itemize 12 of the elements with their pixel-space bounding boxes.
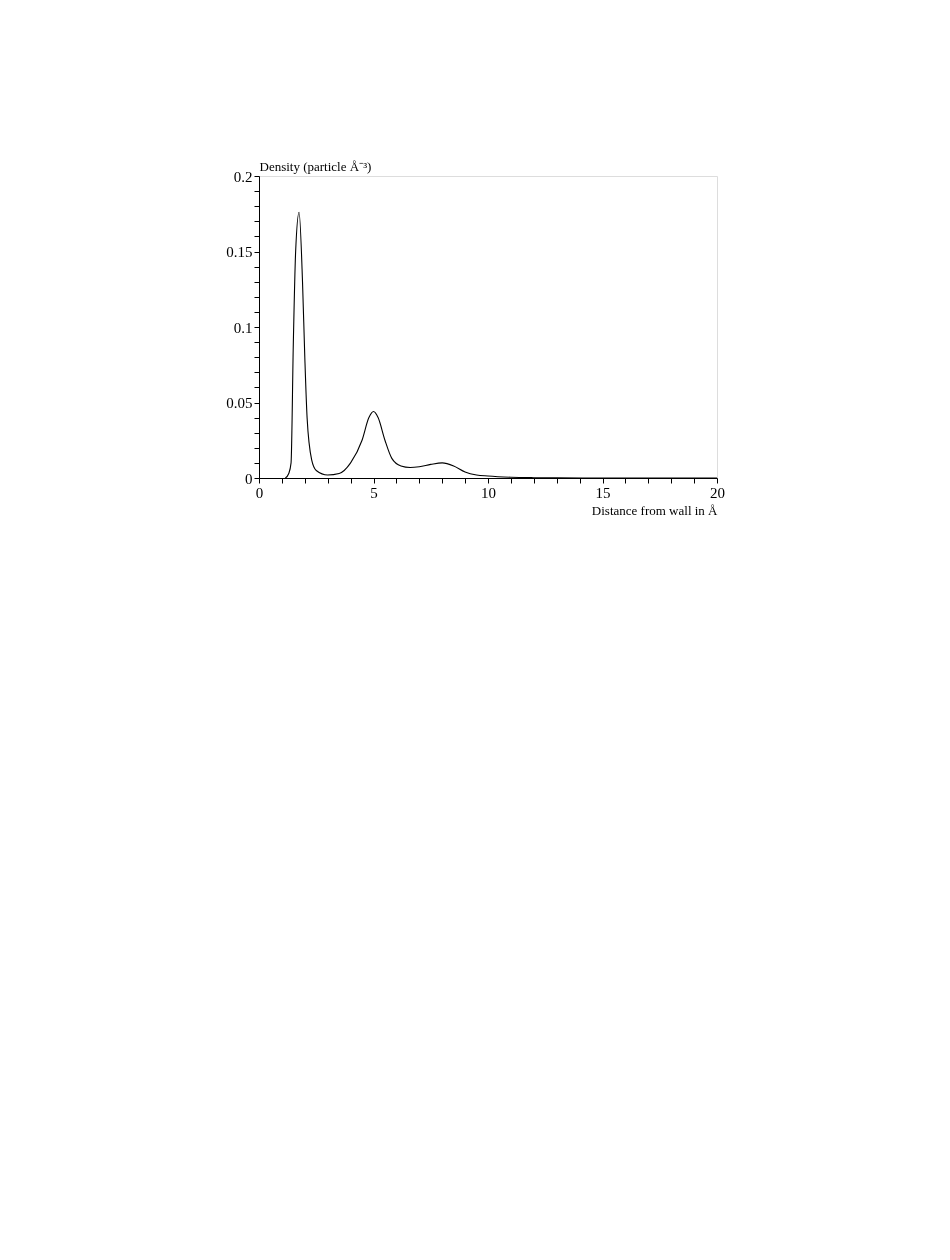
y-tick-label: 0.15 xyxy=(226,244,253,260)
y-tick-label: 0.2 xyxy=(233,168,253,185)
x-tick-label: 20 xyxy=(710,484,725,501)
y-axis-title: Density (particle Å⁻³) xyxy=(259,158,372,174)
x-tick-label: 10 xyxy=(481,484,496,501)
y-tick-label: 0.05 xyxy=(226,395,253,411)
y-tick-label: 0.1 xyxy=(233,319,253,336)
x-tick-label: 5 xyxy=(370,484,378,501)
x-axis-title: Distance from wall in Å xyxy=(591,502,719,518)
x-tick-label: 0 xyxy=(255,484,264,501)
y-tick-label: 0 xyxy=(245,470,253,487)
x-tick-label: 15 xyxy=(595,484,611,501)
